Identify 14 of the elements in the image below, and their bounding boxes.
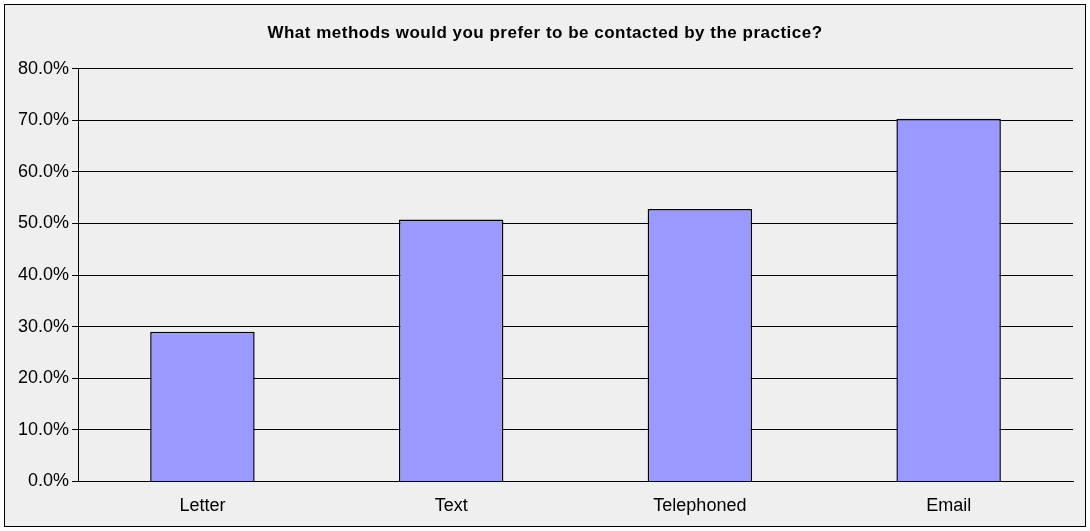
- y-tick-label: 50.0%: [17, 212, 70, 233]
- x-tick-label: Telephoned: [653, 495, 747, 516]
- y-tick-label: 60.0%: [17, 160, 70, 181]
- y-tick-label: 10.0%: [17, 418, 70, 439]
- y-tick-label: 0.0%: [28, 470, 70, 491]
- y-tick-label: 30.0%: [17, 315, 70, 336]
- x-tick-label: Letter: [179, 495, 226, 516]
- x-tick-label: Text: [434, 495, 468, 516]
- y-tick-label: 20.0%: [17, 367, 70, 388]
- y-tick-label: 80.0%: [17, 57, 70, 78]
- y-tick-label: 70.0%: [17, 109, 70, 130]
- chart-title: What methods would you prefer to be contacted by the practice?: [266, 23, 824, 43]
- y-tick-label: 40.0%: [17, 264, 70, 285]
- x-tick-label: Email: [926, 495, 972, 516]
